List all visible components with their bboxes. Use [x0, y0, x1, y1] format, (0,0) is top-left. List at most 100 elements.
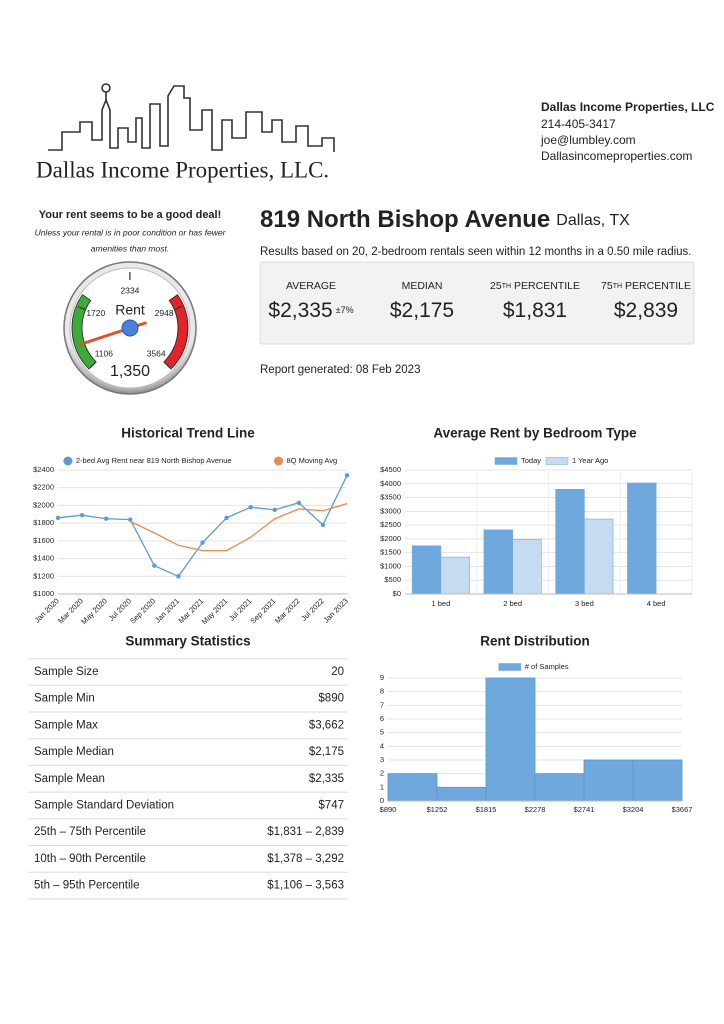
- stat-value: $2,839: [614, 299, 678, 322]
- company-phone: 214-405-3417: [541, 117, 616, 131]
- stat-amount: $2,839: [614, 299, 678, 322]
- histogram-bar: [387, 773, 438, 802]
- y-tick-label: $1000: [380, 561, 401, 570]
- x-tick-label: $2741: [574, 805, 595, 814]
- gauge-tick: [174, 305, 182, 311]
- stat-amount: $2,175: [390, 299, 454, 322]
- stat-label-text: PERCENTILE: [514, 280, 580, 292]
- gauge-note: amenities than most.: [91, 243, 169, 253]
- histogram-bar: [583, 759, 634, 802]
- stat-value: $2,335 ±7%: [268, 299, 353, 322]
- row-value: $1,378 – 3,292: [267, 853, 344, 865]
- x-tick-label: $3667: [672, 805, 693, 814]
- gauge-tick-label: 3564: [147, 348, 166, 358]
- stat-value: $1,831: [503, 299, 567, 322]
- x-tick-label: Sep 2020: [128, 596, 157, 625]
- x-tick-label: 1 bed: [431, 599, 450, 608]
- point: [344, 473, 350, 478]
- y-tick-label: $1200: [33, 571, 54, 580]
- row-label: Sample Standard Deviation: [34, 800, 174, 812]
- legend-label: 2-bed Avg Rent near 819 North Bishop Ave…: [76, 456, 232, 465]
- row-value: $747: [318, 800, 344, 812]
- row-label: 10th – 90th Percentile: [34, 853, 146, 865]
- y-tick-label: $1600: [33, 536, 54, 545]
- gauge-tick: [163, 361, 171, 369]
- legend-swatch: [494, 457, 518, 465]
- x-tick-label: May 2020: [79, 596, 109, 626]
- chart: $1000 $1200 $1400 $1600 $1800 $2000 $2200 $2400…: [33, 456, 350, 626]
- x-tick-label: $890: [380, 805, 397, 814]
- gauge-tick-label: 2334: [120, 285, 139, 295]
- y-tick-label: $3000: [380, 506, 401, 515]
- stats-box: [259, 261, 695, 345]
- gauge-tick-label: 2948: [155, 308, 174, 318]
- x-tick-label: $2278: [525, 805, 546, 814]
- legend-label: 1 Year Ago: [572, 456, 608, 465]
- x-tick-label: Sep 2021: [248, 596, 277, 625]
- city: Dallas, TX: [556, 212, 630, 229]
- chart-title: Historical Trend Line: [121, 426, 255, 441]
- y-tick-label: $2400: [33, 465, 54, 474]
- address: 819 North Bishop Avenue: [260, 206, 550, 233]
- point: [128, 517, 133, 522]
- x-tick-label: 3 bed: [575, 599, 594, 608]
- stat-label: MEDIAN: [402, 280, 443, 292]
- x-tick-label: $1252: [427, 805, 448, 814]
- row-value: $3,662: [309, 719, 344, 731]
- bar: [555, 488, 585, 595]
- chart-title: Rent Distribution: [480, 634, 590, 649]
- y-tick-label: $0: [393, 589, 401, 598]
- point: [152, 563, 157, 568]
- row-label: 25th – 75th Percentile: [34, 826, 146, 838]
- company-email: joe@lumbley.com: [540, 133, 636, 147]
- y-tick-label: $3500: [380, 493, 401, 502]
- stat-label: 25TH PERCENTILE: [490, 280, 580, 292]
- point: [320, 522, 326, 528]
- point: [55, 515, 61, 521]
- stat-ordinal: 75: [601, 280, 613, 292]
- x-tick-label: Jan 2023: [322, 596, 350, 624]
- legend-swatch: [498, 663, 522, 671]
- point: [79, 512, 85, 518]
- y-tick-label: 3: [380, 755, 384, 764]
- y-tick-label: $1800: [33, 518, 54, 527]
- company-website: Dallasincomeproperties.com: [541, 149, 692, 163]
- x-tick-label: 2 bed: [503, 599, 522, 608]
- bar: [483, 529, 513, 595]
- y-tick-label: 9: [380, 673, 384, 682]
- series-line: [129, 503, 348, 552]
- basis: Results based on 20, 2-bedroom rentals s…: [260, 246, 692, 258]
- gauge-note: Unless your rental is in poor condition …: [35, 227, 227, 237]
- property-heading: 819 North Bishop Avenue Dallas, TX: [260, 206, 630, 233]
- histogram-bar: [436, 786, 487, 802]
- skyline: [48, 85, 335, 152]
- row-label: Sample Mean: [34, 773, 105, 785]
- y-tick-label: $1000: [33, 589, 54, 598]
- legend-label: Today: [521, 456, 541, 465]
- gauge-value: 1,350: [110, 363, 150, 380]
- legend-swatch: [274, 456, 283, 466]
- y-tick-label: 6: [380, 714, 384, 723]
- point: [248, 505, 253, 510]
- row-value: $1,106 – 3,563: [267, 880, 344, 892]
- x-tick-label: $1815: [476, 805, 497, 814]
- y-tick-label: 4: [380, 741, 384, 750]
- row-label: Sample Max: [34, 719, 98, 731]
- bar: [440, 556, 470, 595]
- gauge-tick: [89, 361, 97, 369]
- row-value: $890: [318, 693, 344, 705]
- y-tick-label: $2500: [380, 520, 401, 529]
- stat-label: 75TH PERCENTILE: [601, 280, 691, 292]
- gauge-tick-label: 1720: [86, 308, 105, 318]
- y-tick-label: $1500: [380, 548, 401, 557]
- histogram-bar: [534, 773, 585, 802]
- row-value: $2,335: [309, 773, 344, 785]
- y-tick-label: $4500: [380, 465, 401, 474]
- row-label: Sample Size: [34, 666, 99, 678]
- x-tick-label: 4 bed: [647, 599, 666, 608]
- legend-swatch: [63, 456, 73, 466]
- row-label: Sample Min: [34, 693, 95, 705]
- stat-note: ±7%: [336, 305, 354, 315]
- x-tick-label: Mar 2022: [273, 596, 302, 625]
- company-name: Dallas Income Properties, LLC: [541, 100, 715, 114]
